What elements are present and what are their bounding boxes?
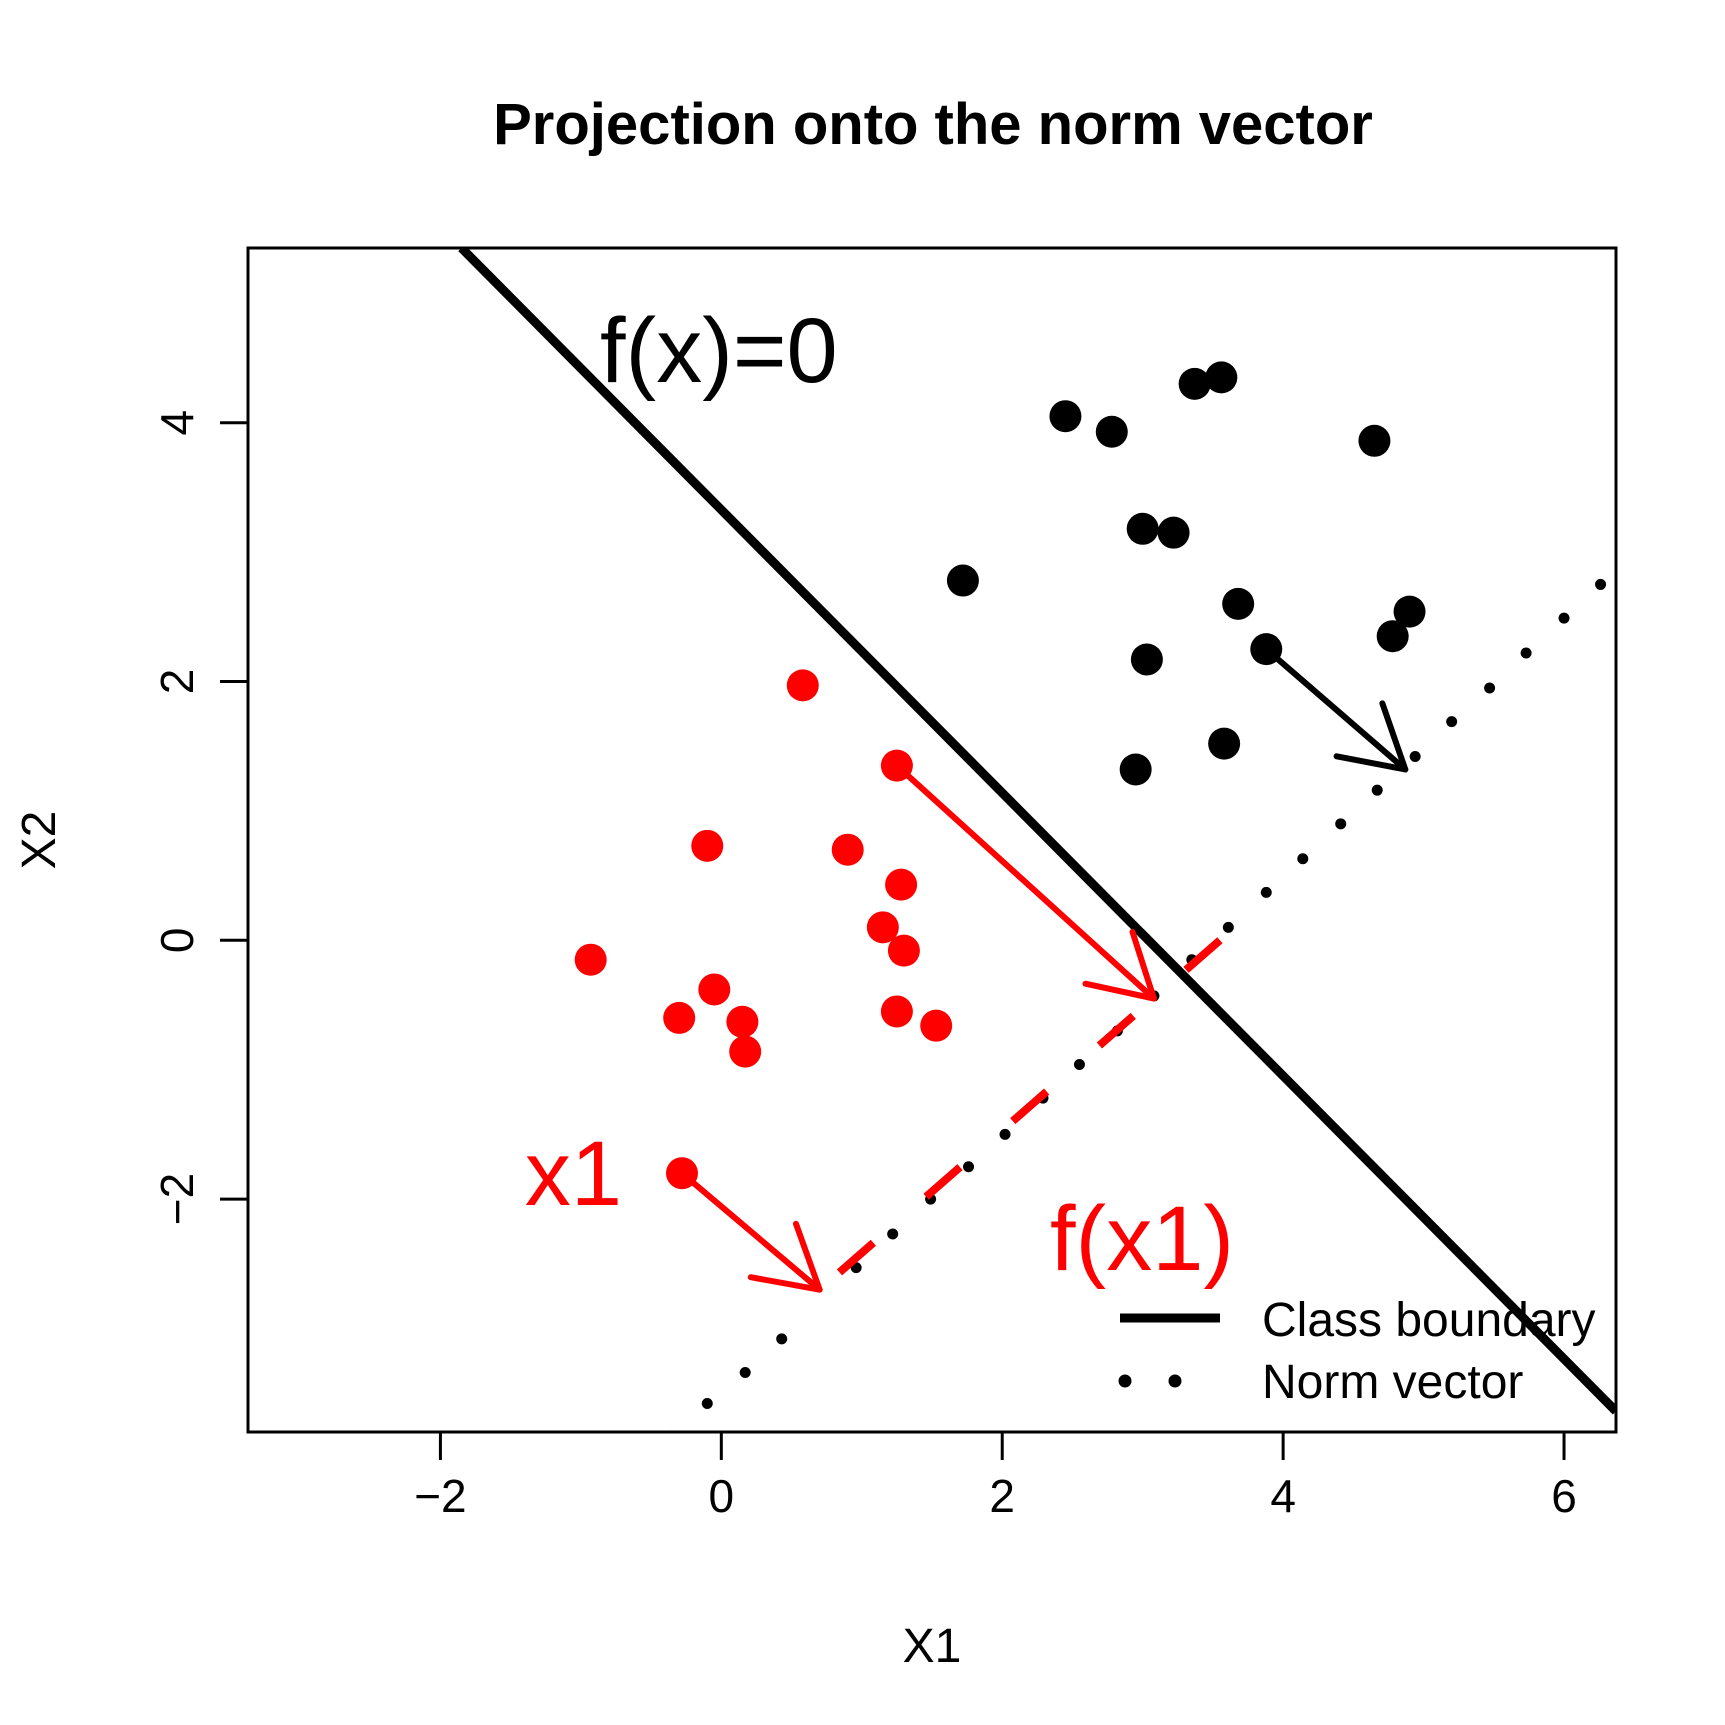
norm-vector-dot [1520, 647, 1532, 659]
data-point-negative [691, 829, 724, 862]
y-axis-label: X2 [13, 811, 66, 870]
data-point-negative [831, 833, 864, 866]
norm-vector-dot [887, 1228, 899, 1240]
norm-vector-dot [776, 1333, 788, 1345]
norm-vector-dot [1446, 716, 1458, 728]
x-tick-label: 6 [1551, 1470, 1577, 1522]
projection-arrow [893, 762, 1157, 1002]
legend-label-norm-vector: Norm vector [1262, 1356, 1523, 1409]
norm-vector-dot [1409, 751, 1421, 763]
data-point-positive [1393, 595, 1426, 628]
data-point-positive [1049, 400, 1082, 433]
data-point-positive [1095, 415, 1128, 448]
legend-swatch-norm-dot [1168, 1374, 1182, 1388]
annotation-x1: x1 [525, 1123, 622, 1225]
norm-vector-dot [1222, 921, 1234, 933]
norm-vector-dot [963, 1161, 975, 1173]
legend-swatch-norm-dot [1118, 1374, 1132, 1388]
plot-border [246, 246, 1618, 1434]
data-point-negative [698, 973, 731, 1006]
data-point-positive [1208, 727, 1241, 760]
norm-vector-dot [1558, 612, 1570, 624]
norm-vector-dot [701, 1398, 713, 1410]
y-tick-label: 2 [151, 669, 203, 695]
plot-area [458, 248, 1616, 1432]
x-tick-label: 4 [1270, 1470, 1296, 1522]
data-point-positive [1126, 512, 1159, 545]
data-point-negative [866, 911, 899, 944]
data-point-negative [663, 1001, 696, 1034]
norm-vector-dot [739, 1366, 751, 1378]
norm-vector-dot [1073, 1059, 1085, 1071]
projection-arrow [678, 1170, 823, 1293]
data-point-negative [726, 1005, 759, 1038]
projection-arrowhead [1333, 700, 1409, 773]
data-point-negative [880, 995, 913, 1028]
x-tick-label: 0 [709, 1470, 735, 1522]
norm-vector-dot [1371, 784, 1383, 796]
fx1-dashed-line [817, 937, 1223, 1293]
data-point-positive [1376, 620, 1409, 653]
data-point-negative [574, 943, 607, 976]
data-point-positive [1130, 643, 1163, 676]
data-point-negative [786, 669, 819, 702]
norm-vector-dot [1260, 886, 1272, 898]
x-axis-label: X1 [903, 1620, 962, 1673]
norm-vector-dot [1484, 682, 1496, 694]
data-point-positive [1119, 753, 1152, 786]
data-point-positive [1178, 367, 1211, 400]
annotation-fx-zero: f(x)=0 [600, 300, 838, 402]
data-point-negative [887, 934, 920, 967]
norm-vector-dot [1335, 818, 1347, 830]
data-point-negative [920, 1009, 953, 1042]
projection-arrow [1263, 646, 1409, 773]
x-tick-label: −2 [414, 1470, 466, 1522]
data-point-negative [729, 1035, 762, 1068]
x-tick-label: 2 [989, 1470, 1015, 1522]
projection-arrowhead [747, 1220, 823, 1293]
data-point-positive [1358, 424, 1391, 457]
projection-arrowhead [1082, 928, 1157, 1002]
data-point-negative [885, 868, 918, 901]
chart-title: Projection onto the norm vector [493, 92, 1373, 157]
data-point-positive [946, 564, 979, 597]
legend: Class boundary Norm vector [1118, 1294, 1596, 1409]
data-point-positive [1157, 516, 1190, 549]
axes-group: −2 0 2 4 6 −2 0 2 4 [151, 410, 1577, 1522]
class-boundary-line [458, 248, 1616, 1415]
y-tick-label: −2 [151, 1173, 203, 1225]
y-tick-label: 0 [151, 927, 203, 953]
annotation-fx1: f(x1) [1050, 1188, 1234, 1290]
data-point-positive [1205, 361, 1238, 394]
norm-vector-dot [999, 1128, 1011, 1140]
legend-label-class-boundary: Class boundary [1262, 1294, 1596, 1347]
norm-vector-dot [1595, 578, 1607, 590]
norm-vector-dot [1297, 853, 1309, 865]
data-point-positive [1222, 587, 1255, 620]
y-tick-label: 4 [151, 410, 203, 436]
